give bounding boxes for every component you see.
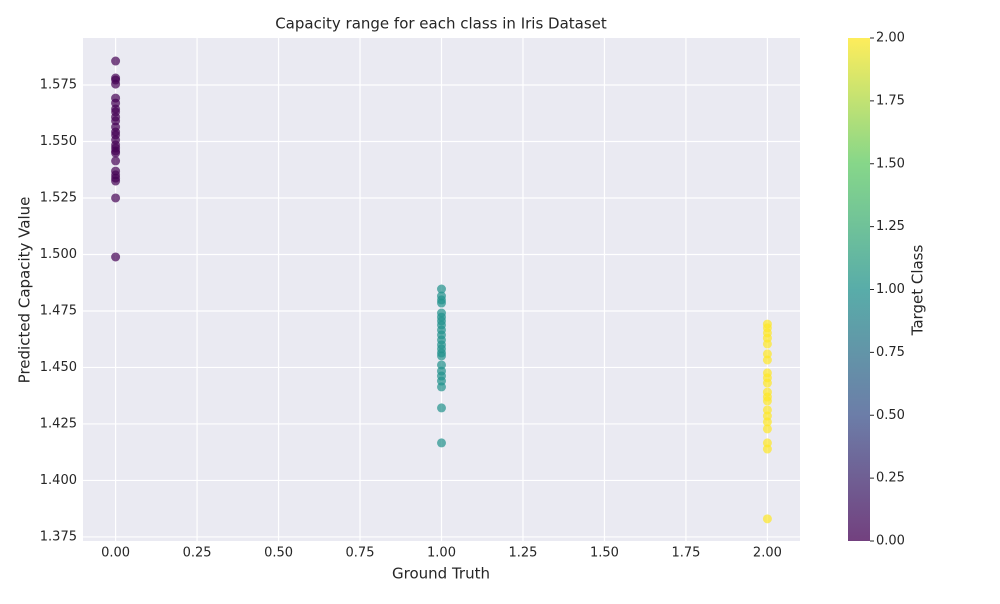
- colorbar-tick-label: 0.50: [876, 408, 905, 423]
- point: [762, 355, 772, 365]
- y-tick-label: 1.525: [40, 190, 77, 205]
- x-tick-label: 1.00: [427, 546, 456, 561]
- point: [762, 378, 772, 388]
- point: [111, 156, 121, 166]
- point: [762, 444, 772, 454]
- colorbar-tick-label: 1.50: [876, 156, 905, 171]
- point: [762, 396, 772, 406]
- colorbar-tick-label: 0.25: [876, 471, 905, 486]
- colorbar-tick-label: 1.25: [876, 219, 905, 234]
- x-tick-label: 0.25: [183, 546, 212, 561]
- point: [437, 403, 446, 413]
- x-tick-label: 2.00: [753, 546, 782, 561]
- point: [111, 176, 121, 186]
- y-tick-label: 1.575: [40, 78, 77, 93]
- point: [762, 514, 772, 524]
- y-tick-label: 1.550: [40, 134, 77, 149]
- point: [111, 56, 121, 66]
- x-tick-label: 0.75: [346, 546, 375, 561]
- point: [762, 417, 772, 427]
- colorbar-tick-label: 2.00: [876, 31, 905, 46]
- x-tick-label: 1.25: [509, 546, 538, 561]
- point: [437, 351, 446, 361]
- point: [437, 382, 446, 392]
- point: [437, 284, 446, 294]
- point: [437, 298, 446, 308]
- colorbar-tick-label: 1.00: [876, 282, 905, 297]
- point: [762, 339, 772, 349]
- point: [111, 252, 121, 262]
- x-tick-label: 1.75: [671, 546, 700, 561]
- y-tick-label: 1.375: [40, 529, 77, 544]
- x-tick-label: 1.50: [590, 546, 619, 561]
- x-tick-label: 0.00: [101, 546, 130, 561]
- chart-title: Capacity range for each class in Iris Da…: [275, 15, 607, 33]
- colorbar-tick-label: 0.00: [876, 534, 905, 549]
- y-axis-label: Predicted Capacity Value: [16, 197, 34, 384]
- point: [111, 148, 121, 158]
- colorbar-label: Target Class: [909, 244, 927, 336]
- y-tick-label: 1.475: [40, 303, 77, 318]
- colorbar-tick-label: 1.75: [876, 93, 905, 108]
- colorbar-tick-label: 0.75: [876, 345, 905, 360]
- y-tick-label: 1.425: [40, 416, 77, 431]
- x-axis-label: Ground Truth: [392, 565, 490, 583]
- x-tick-label: 0.50: [264, 546, 293, 561]
- point: [111, 193, 121, 203]
- y-tick-label: 1.450: [40, 360, 77, 375]
- point: [762, 424, 772, 434]
- point: [111, 79, 121, 89]
- point: [437, 438, 446, 448]
- colorbar: [848, 38, 870, 541]
- y-tick-label: 1.400: [40, 473, 77, 488]
- y-tick-label: 1.500: [40, 247, 77, 262]
